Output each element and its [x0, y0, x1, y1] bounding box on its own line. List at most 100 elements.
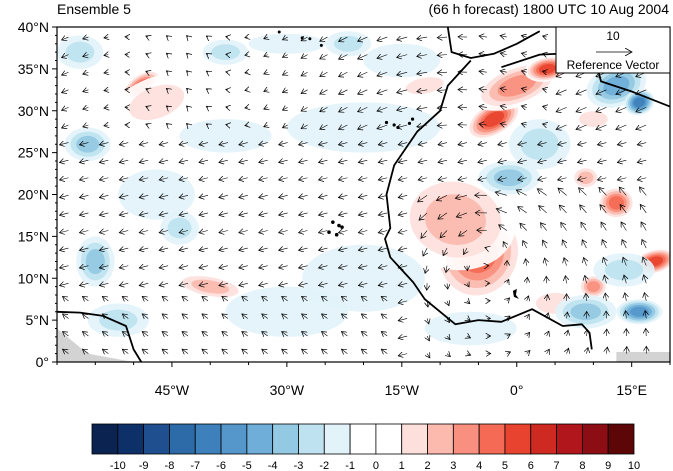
anomaly-contour-fill	[586, 281, 601, 293]
wind-vector	[82, 349, 89, 354]
wind-vector	[102, 332, 109, 337]
wind-vector	[358, 231, 368, 233]
wind-vector	[639, 187, 647, 196]
wind-vector	[122, 314, 129, 319]
wind-vector	[79, 195, 89, 197]
wind-vector	[586, 293, 587, 301]
wind-vector	[567, 330, 569, 337]
wind-vector	[279, 143, 288, 145]
wind-vector	[262, 349, 268, 354]
wind-vector	[159, 283, 169, 285]
wind-vector	[83, 90, 89, 92]
wind-vector	[397, 90, 408, 93]
wind-vector	[59, 195, 69, 197]
colorbar-swatch	[581, 423, 609, 455]
colorbar-label: 2	[424, 460, 430, 471]
wind-vector	[467, 318, 470, 320]
colorbar-swatch	[169, 423, 196, 455]
wind-vector	[79, 143, 89, 145]
wind-vector	[507, 352, 511, 354]
wind-vector	[99, 231, 109, 233]
wind-vector	[447, 301, 449, 306]
wind-vector	[543, 124, 547, 125]
wind-vector	[321, 296, 328, 301]
wind-vector	[62, 90, 69, 93]
wind-vector	[104, 72, 108, 73]
wind-vector	[59, 178, 69, 180]
wind-vector	[102, 296, 109, 301]
wind-vector	[377, 55, 388, 59]
island	[410, 117, 415, 121]
wind-vector	[545, 258, 547, 266]
wind-vector	[447, 283, 448, 289]
wind-vector	[187, 53, 189, 54]
wind-vector	[556, 107, 567, 112]
island	[300, 36, 304, 40]
anomaly-contour-fill	[179, 119, 272, 153]
wind-vector	[299, 248, 308, 250]
wind-vector	[640, 204, 647, 214]
wind-vector	[318, 143, 328, 145]
wind-vector	[146, 36, 148, 37]
wind-vector	[338, 283, 348, 285]
wind-vector	[139, 178, 149, 180]
wind-vector	[597, 178, 607, 180]
wind-vector	[318, 266, 328, 268]
wind-vector	[358, 143, 368, 145]
wind-vector	[503, 242, 507, 249]
wind-vector	[179, 266, 189, 268]
wind-vector	[79, 283, 89, 285]
wind-vector	[199, 283, 209, 285]
wind-vector	[358, 283, 368, 285]
wind-vector	[279, 195, 288, 197]
wind-vector	[264, 55, 268, 57]
wind-vector	[146, 89, 148, 90]
wind-vector	[62, 37, 69, 40]
lon-tick-label: 15°W	[385, 382, 420, 398]
wind-vector	[59, 213, 69, 215]
wind-vector	[259, 143, 268, 145]
wind-vector	[418, 178, 428, 180]
wind-vector	[320, 55, 328, 59]
wind-vector	[377, 72, 388, 76]
wind-vector	[82, 332, 89, 337]
wind-vector	[558, 188, 567, 196]
lat-tick-label: 0°	[36, 354, 49, 370]
wind-vector	[458, 178, 468, 180]
wind-vector	[582, 240, 586, 249]
wind-vector	[318, 178, 328, 180]
wind-vector	[279, 231, 288, 233]
wind-vector	[159, 231, 169, 233]
wind-vector	[99, 213, 109, 215]
anomaly-contour-fill	[211, 44, 240, 60]
wind-vector	[279, 178, 288, 180]
wind-vector	[320, 90, 328, 94]
wind-vector	[264, 125, 268, 127]
wind-vector	[378, 178, 388, 180]
wind-vector	[556, 124, 567, 130]
wind-vector	[139, 283, 149, 285]
wind-vector	[202, 349, 209, 354]
wind-vector	[562, 240, 566, 249]
wind-vector	[421, 230, 428, 239]
wind-vector	[498, 160, 507, 162]
wind-vector	[59, 248, 69, 250]
wind-vector	[146, 124, 148, 125]
wind-vector	[219, 231, 228, 233]
wind-vector	[279, 248, 288, 250]
wind-vector	[83, 125, 89, 127]
wind-vector	[626, 311, 627, 319]
island	[392, 123, 396, 127]
wind-vector	[159, 178, 169, 180]
wind-vector	[206, 71, 208, 72]
colorbar-label: 5	[502, 460, 508, 471]
anomaly-contour-fill	[579, 111, 608, 127]
wind-vector	[378, 143, 388, 145]
wind-vector	[139, 248, 149, 250]
wind-vector	[637, 143, 647, 145]
wind-vector	[438, 178, 448, 180]
wind-vector	[139, 160, 149, 162]
wind-vector	[377, 107, 388, 111]
wind-vector	[455, 195, 468, 198]
wind-vector	[520, 223, 527, 231]
